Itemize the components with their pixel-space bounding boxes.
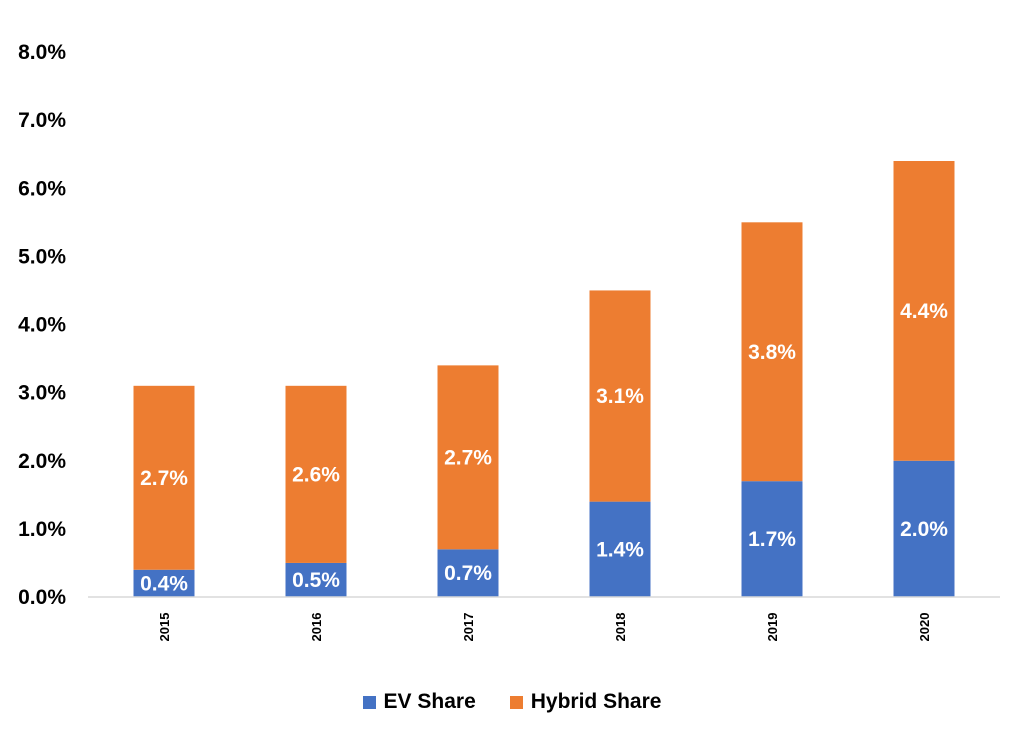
ev-share-bar-2019: [741, 481, 803, 597]
ev-share-bar-2015: [133, 569, 195, 597]
y-tick-label: 4.0%: [18, 314, 66, 337]
y-tick-label: 2.0%: [18, 450, 66, 473]
legend-label-hybrid-share: Hybrid Share: [530, 690, 662, 713]
x-axis: 2015 2016 2017 2018 2019 2020: [157, 613, 932, 642]
hybrid-share-bar-2016: [285, 385, 347, 563]
bars: [133, 161, 955, 597]
hybrid-share-bar-2015: [133, 385, 195, 570]
hybrid-share-bar-2018: [589, 290, 651, 502]
y-axis: 0.0% 1.0% 2.0% 3.0% 4.0% 5.0% 6.0% 7.0% 8.0%: [18, 41, 66, 609]
ev-share-label-2019: 1.7%: [748, 528, 796, 551]
hybrid-share-label-2016: 2.6%: [292, 463, 340, 486]
y-tick-label: 0.0%: [18, 586, 66, 609]
hybrid-share-label-2018: 3.1%: [596, 385, 644, 408]
ev-share-label-2018: 1.4%: [596, 538, 644, 561]
y-tick-label: 1.0%: [18, 518, 66, 541]
hybrid-share-label-2017: 2.7%: [444, 446, 492, 469]
hybrid-share-bar-2020: [893, 161, 955, 461]
y-tick-label: 8.0%: [18, 41, 66, 64]
x-tick-label-2018: 2018: [613, 613, 628, 642]
x-tick-label-2019: 2019: [765, 613, 780, 642]
ev-share-label-2016: 0.5%: [292, 569, 340, 592]
ev-share-bar-2020: [893, 460, 955, 597]
y-tick-label: 5.0%: [18, 245, 66, 268]
legend: EV Share Hybrid Share: [0, 687, 1024, 717]
bar-labels: 0.4% 2.7% 0.5% 2.6% 0.7% 2.7% 1.4% 3.1% 1.7% 3.8%…: [140, 300, 948, 596]
hybrid-share-label-2019: 3.8%: [748, 341, 796, 364]
stacked-bar-chart: 0.0% 1.0% 2.0% 3.0% 4.0% 5.0% 6.0% 7.0% 8.0% 0.4…: [18, 41, 1000, 642]
x-tick-label-2015: 2015: [157, 613, 172, 642]
ev-share-label-2020: 2.0%: [900, 518, 948, 541]
legend-label-ev-share: EV Share: [383, 690, 476, 713]
ev-share-bar-2016: [285, 562, 347, 597]
legend-item-hybrid-share: Hybrid Share: [509, 690, 662, 714]
x-tick-label-2020: 2020: [917, 613, 932, 642]
hybrid-share-label-2015: 2.7%: [140, 467, 188, 490]
ev-share-bar-2017: [437, 549, 499, 597]
x-tick-label-2016: 2016: [309, 613, 324, 642]
hybrid-share-label-2020: 4.4%: [900, 300, 948, 323]
hybrid-share-bar-2019: [741, 222, 803, 482]
legend-swatch-ev-share: [362, 695, 376, 709]
y-tick-label: 3.0%: [18, 382, 66, 405]
legend-swatch-hybrid-share: [509, 695, 523, 709]
y-tick-label: 6.0%: [18, 177, 66, 200]
legend-item-ev-share: EV Share: [362, 690, 476, 714]
ev-share-bar-2018: [589, 501, 651, 597]
x-tick-label-2017: 2017: [461, 613, 476, 642]
ev-share-label-2017: 0.7%: [444, 562, 492, 585]
ev-share-label-2015: 0.4%: [140, 572, 188, 595]
hybrid-share-bar-2017: [437, 365, 499, 550]
y-tick-label: 7.0%: [18, 109, 66, 132]
